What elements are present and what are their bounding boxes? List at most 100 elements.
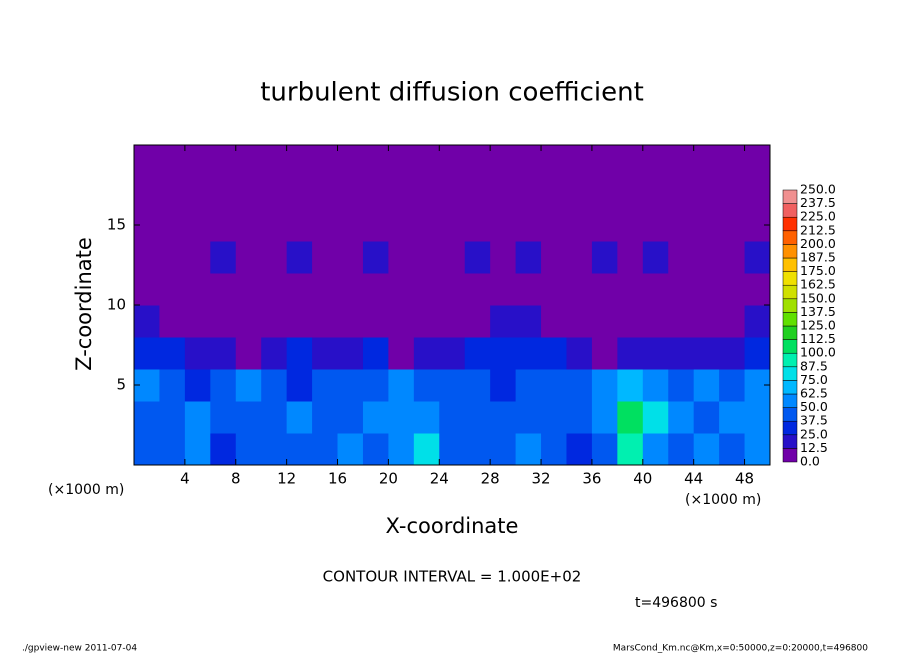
field-cell (617, 401, 644, 434)
colorbar-label: 175.0 (800, 263, 836, 278)
colorbar-band (782, 352, 798, 368)
field-cell (362, 433, 389, 466)
colorbar-label: 25.0 (800, 426, 828, 441)
x-tick-label: 16 (328, 470, 347, 488)
colorbar-label: 62.5 (800, 386, 828, 401)
field-cell (515, 369, 542, 402)
x-unit: (×1000 m) (685, 492, 761, 508)
field-cell (439, 145, 466, 178)
field-cell (490, 369, 517, 402)
x-tick-label: 8 (231, 470, 241, 488)
field-cell (490, 401, 517, 434)
field-cell (668, 273, 695, 306)
field-cell (591, 145, 618, 178)
field-cell (439, 241, 466, 274)
colorbar-label: 37.5 (800, 413, 828, 428)
field-cell (235, 145, 262, 178)
field-cell (388, 337, 415, 370)
field-cell (235, 337, 262, 370)
colorbar-band (782, 189, 798, 204)
x-tick-label: 48 (735, 470, 754, 488)
field-cell (312, 241, 339, 274)
field-cell (362, 209, 389, 242)
field-cell (719, 145, 746, 178)
chart-title: turbulent diffusion coefficient (260, 78, 644, 108)
colorbar-band (782, 325, 798, 340)
field-cell (439, 401, 466, 434)
field-cell (541, 145, 567, 178)
field-cell (464, 401, 491, 434)
field-cell (719, 305, 746, 338)
field-cell (591, 433, 618, 466)
field-cell (362, 401, 389, 434)
field-cell (235, 369, 262, 402)
x-tick-label: 20 (379, 470, 398, 488)
field-cell (159, 305, 186, 338)
field-cell (210, 305, 237, 338)
field-cell (337, 369, 364, 402)
field-cell (286, 209, 313, 242)
field-cell (719, 241, 746, 274)
field-cell (693, 273, 720, 306)
colorbar-label: 200.0 (800, 236, 836, 251)
field-cell (464, 305, 491, 338)
colorbar-label: 0.0 (800, 454, 820, 469)
field-cell (159, 433, 186, 466)
field-cell (312, 369, 339, 402)
colorbar-band (782, 420, 798, 436)
field-cell (388, 241, 415, 274)
colorbar-band (782, 407, 798, 422)
field-cell (464, 209, 491, 242)
colorbar-band (782, 366, 798, 381)
field-cell (566, 145, 593, 178)
field-cell (261, 241, 288, 274)
field-cell (184, 305, 211, 338)
field-cell (184, 209, 211, 242)
field-cell (210, 369, 237, 402)
field-cell (693, 145, 720, 178)
x-tick-label: 36 (582, 470, 601, 488)
field-cell (464, 241, 491, 274)
field-cell (210, 337, 237, 370)
field-cell (541, 209, 567, 242)
field-cell (362, 305, 389, 338)
colorbar-label: 112.5 (800, 331, 836, 346)
field-cell (591, 177, 618, 210)
field-cell (566, 305, 593, 338)
field-cell (286, 369, 313, 402)
field-cell (388, 145, 415, 178)
field-cell (464, 177, 491, 210)
colorbar-label: 75.0 (800, 372, 828, 387)
colorbar-band (782, 380, 798, 395)
colorbar-band (782, 216, 798, 232)
field-cell (439, 177, 466, 210)
colorbar-label: 150.0 (800, 290, 836, 305)
field-cell (515, 145, 542, 178)
field-cell (184, 241, 211, 274)
field-cell (642, 273, 669, 306)
field-cell (642, 305, 669, 338)
colorbar-band (782, 448, 798, 463)
field-cell (388, 177, 415, 210)
field-cell (642, 145, 669, 178)
field-cell (464, 337, 491, 370)
field-cell (490, 433, 517, 466)
field-cell (719, 177, 746, 210)
field-cell (388, 273, 415, 306)
y-axis-label: Z-coordinate (72, 237, 96, 371)
field-cell (693, 369, 720, 402)
field-cell (362, 337, 389, 370)
field-cell (617, 305, 644, 338)
field-cell (566, 369, 593, 402)
x-tick-label: 24 (430, 470, 449, 488)
field-cell (439, 369, 466, 402)
time-label: t=496800 s (635, 595, 717, 611)
field-cell (337, 305, 364, 338)
field-cell (413, 273, 440, 306)
field-cell (159, 177, 186, 210)
field-cell (134, 305, 160, 338)
field-cell (413, 369, 440, 402)
field-cell (515, 177, 542, 210)
field-cell (261, 433, 288, 466)
field-cell (184, 337, 211, 370)
